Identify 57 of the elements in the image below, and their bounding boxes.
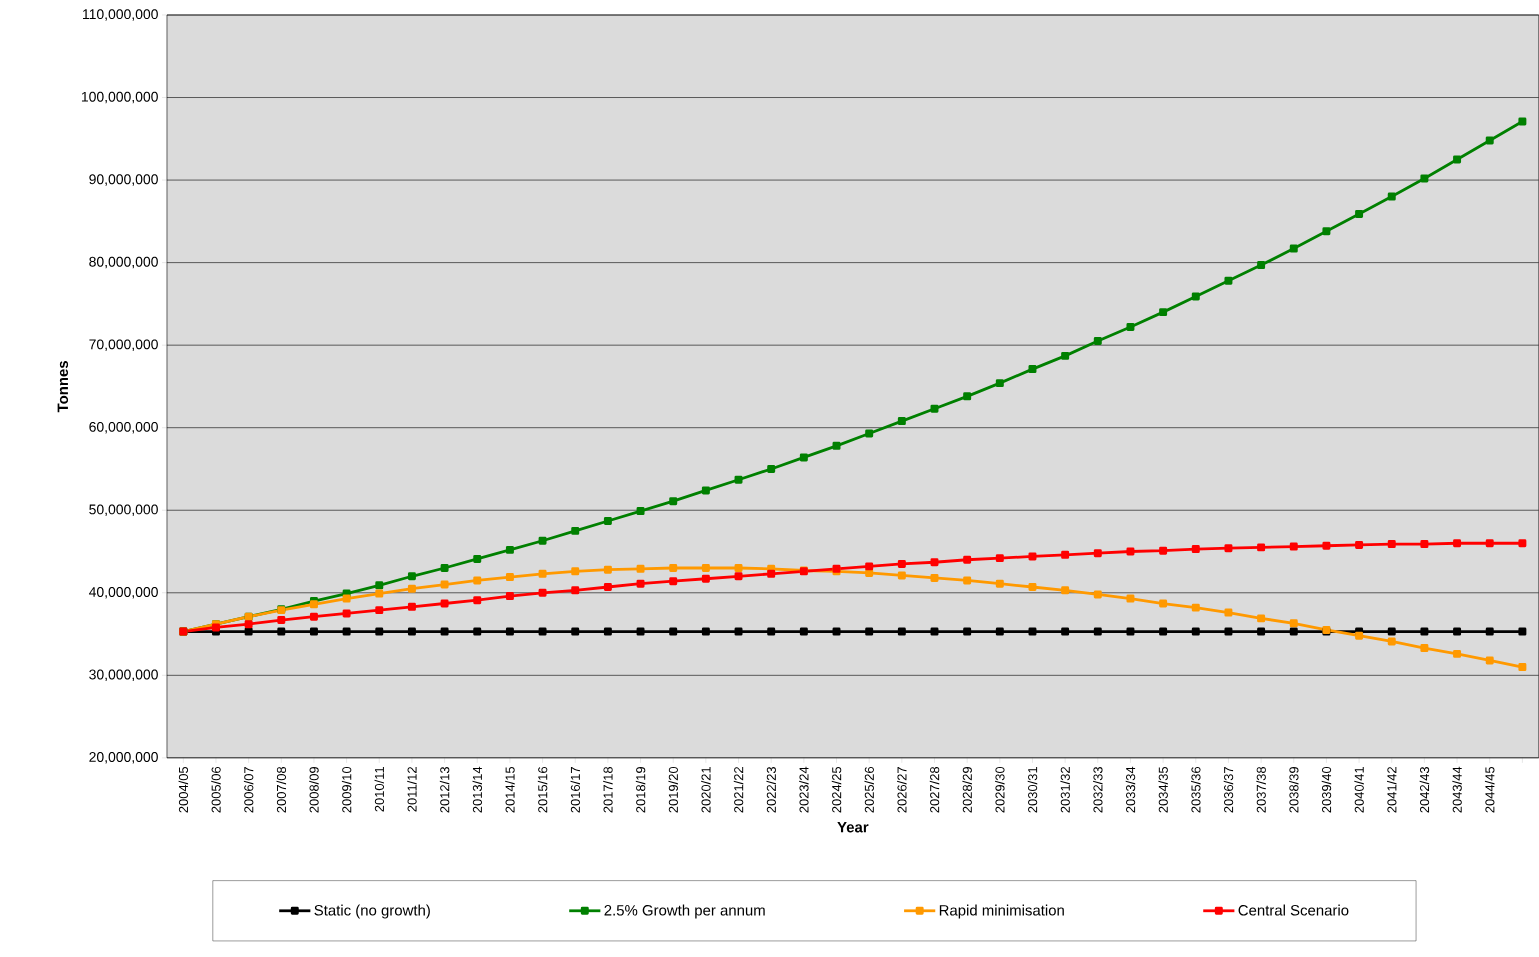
x-tick-label: 2009/10 [341, 766, 352, 813]
x-tick-label: 2010/11 [374, 767, 385, 812]
y-tick-label: 80,000,000 [89, 256, 158, 269]
x-tick-label: 2012/13 [439, 767, 450, 813]
x-tick-label: 2024/25 [831, 767, 842, 813]
x-tick-label: 2041/42 [1386, 767, 1397, 813]
x-tick-label: 2030/31 [1027, 767, 1038, 813]
legend-label: 2.5% Growth per annum [604, 904, 765, 919]
x-tick-label: 2008/09 [309, 767, 319, 813]
y-tick-label: 110,000,000 [83, 9, 158, 21]
x-tick-label: 2019/20 [668, 766, 678, 813]
x-tick-label: 2020/21 [701, 767, 711, 813]
x-tick-label: 2013/14 [472, 766, 482, 813]
x-tick-label: 2040/41 [1354, 767, 1364, 813]
legend-label: Rapid minimisation [939, 904, 1064, 919]
x-tick-label: 2043/44 [1452, 766, 1462, 813]
x-tick-label: 2016/17 [570, 767, 580, 813]
x-axis-title: Year [837, 822, 869, 833]
x-tick-label: 2025/26 [864, 767, 874, 813]
x-tick-label: 2044/45 [1484, 767, 1495, 813]
x-tick-label: 2038/39 [1289, 767, 1299, 813]
y-tick-label: 30,000,000 [89, 669, 158, 682]
x-tick-label: 2027/28 [929, 767, 940, 813]
y-axis-title: Tonnes [57, 361, 69, 413]
y-tick-label: 100,000,000 [81, 91, 158, 104]
x-tick-label: 2032/33 [1093, 767, 1103, 813]
x-tick-label: 2039/40 [1321, 766, 1332, 813]
x-tick-label: 2031/32 [1060, 767, 1070, 813]
x-tick-label: 2026/27 [897, 767, 907, 813]
x-tick-label: 2029/30 [995, 766, 1005, 813]
x-tick-label: 2017/18 [603, 767, 613, 813]
x-tick-label: 2004/05 [178, 767, 189, 813]
x-tick-label: 2042/43 [1419, 767, 1430, 813]
x-tick-label: 2035/36 [1191, 767, 1201, 813]
x-tick-label: 2037/38 [1256, 767, 1266, 813]
y-tick-label: 20,000,000 [89, 752, 158, 764]
x-tick-label: 2011/12 [407, 767, 417, 812]
x-tick-label: 2036/37 [1223, 767, 1234, 813]
x-tick-label: 2022/23 [766, 767, 776, 813]
x-tick-label: 2007/08 [276, 767, 287, 813]
x-tick-label: 2033/34 [1125, 766, 1136, 813]
y-tick-label: 70,000,000 [89, 339, 158, 351]
y-tick-label: 40,000,000 [88, 587, 158, 599]
y-tick-label: 60,000,000 [89, 422, 158, 434]
x-tick-label: 2023/24 [799, 766, 809, 813]
x-tick-label: 2021/22 [733, 767, 744, 813]
x-tick-label: 2005/06 [211, 767, 221, 813]
x-tick-label: 2006/07 [243, 767, 254, 813]
x-tick-label: 2018/19 [635, 767, 646, 813]
y-tick-label: 90,000,000 [89, 174, 158, 186]
x-tick-label: 2028/29 [962, 767, 972, 813]
legend-label: Central Scenario [1238, 904, 1349, 916]
y-tick-label: 50,000,000 [89, 504, 158, 517]
x-tick-label: 2014/15 [505, 767, 515, 813]
legend-label: Static (no growth) [314, 904, 430, 919]
x-tick-label: 2034/35 [1158, 767, 1168, 813]
x-tick-label: 2015/16 [537, 767, 548, 813]
